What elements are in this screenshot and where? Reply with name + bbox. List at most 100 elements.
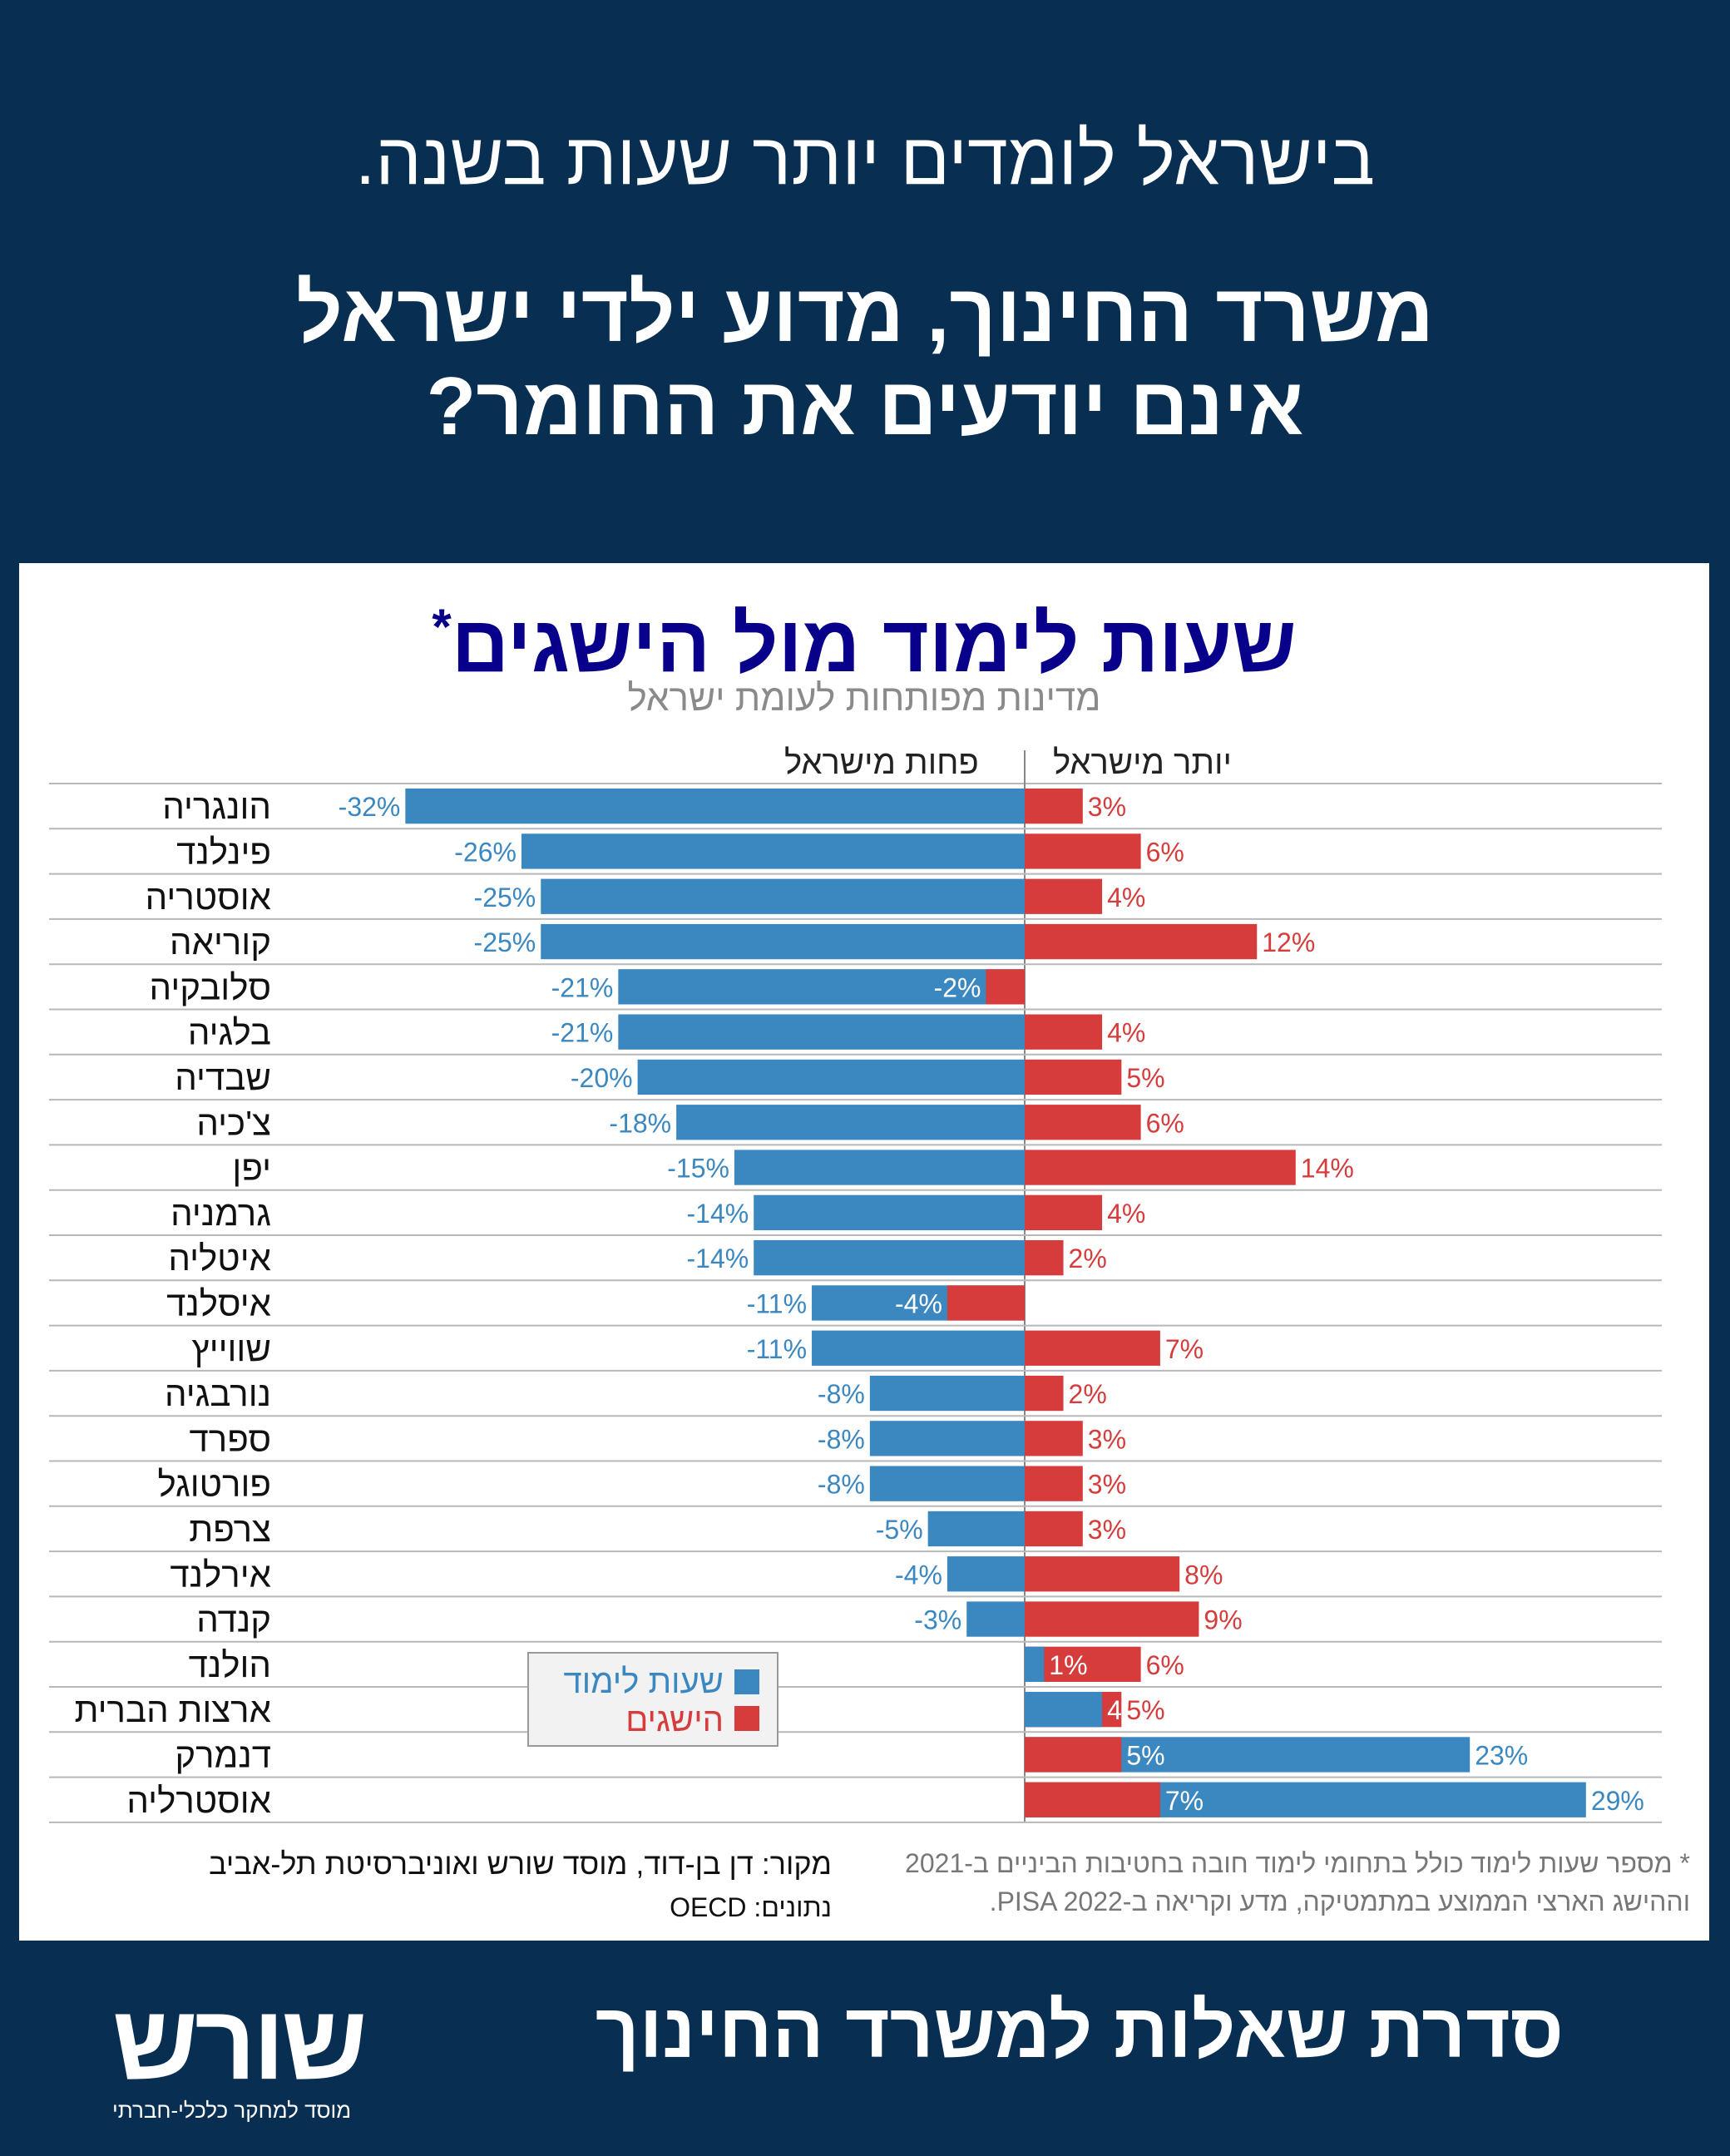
study-bar xyxy=(869,1466,1025,1501)
bar-chart: הונגריה -32% 3% פינלנד -26% 6% אוסטריה -25% 4% קו… xyxy=(49,750,1662,1823)
achievement-bar xyxy=(1025,1240,1064,1276)
achievement-bar xyxy=(1025,1150,1296,1185)
footnote: * מספר שעות לימוד כולל בתחומי לימוד חובה… xyxy=(842,1844,1690,1921)
country-label: שווייץ xyxy=(192,1329,271,1368)
achievement-bar xyxy=(1025,1014,1103,1050)
legend-label-achievement: הישגים xyxy=(625,1702,724,1738)
achievement-value-label: 12% xyxy=(1262,927,1315,957)
study-value-label: -14% xyxy=(687,1199,749,1229)
country-label: איטליה xyxy=(168,1239,271,1278)
achievement-value-label: 4% xyxy=(1107,883,1145,912)
country-label: קנדה xyxy=(196,1600,271,1639)
study-bar xyxy=(754,1240,1025,1276)
achievement-bar xyxy=(1025,878,1103,914)
study-value-label: -21% xyxy=(551,1018,614,1048)
header-question-line-1: משרד החינוך, מדוע ילדי ישראל xyxy=(296,267,1434,359)
achievement-bar xyxy=(1025,1105,1141,1140)
country-label: אוסטריה xyxy=(146,878,271,917)
achievement-bar xyxy=(1025,1375,1064,1412)
study-bar xyxy=(1025,1646,1045,1682)
country-label: סלובקיה xyxy=(150,967,271,1006)
footnote-line-1: * מספר שעות לימוד כולל בתחומי לימוד חובה… xyxy=(905,1848,1690,1878)
achievement-bar xyxy=(1025,1556,1180,1592)
achievement-value-label: 3% xyxy=(1088,1424,1126,1454)
achievement-value-label: 6% xyxy=(1146,1108,1184,1138)
country-label: צ'כיה xyxy=(196,1103,271,1142)
study-value-label: 4% xyxy=(1107,1695,1145,1725)
shoresh-logo: שורש xyxy=(112,1983,367,2102)
study-value-label: -11% xyxy=(747,1334,807,1364)
legend-label-study: שעות לימוד xyxy=(564,1664,724,1700)
study-bar xyxy=(812,1330,1025,1366)
country-label: אירלנד xyxy=(170,1555,271,1594)
achievement-bar xyxy=(1025,833,1141,869)
study-value-label: -14% xyxy=(687,1244,749,1273)
achievement-value-label: 3% xyxy=(1088,1515,1126,1545)
study-value-label: -21% xyxy=(551,972,614,1002)
achievement-value-label: -2% xyxy=(934,972,981,1002)
achievement-value-label: 7% xyxy=(1165,1334,1204,1364)
study-value-label: -8% xyxy=(818,1470,865,1500)
study-bar xyxy=(754,1194,1025,1230)
study-bar xyxy=(405,789,1025,824)
country-label: קוריאה xyxy=(170,922,271,962)
country-label: שבדיה xyxy=(175,1058,271,1097)
study-value-label: -32% xyxy=(339,792,401,822)
study-value-label: -18% xyxy=(609,1108,671,1138)
study-value-label: -8% xyxy=(818,1424,865,1454)
legend-swatch-study xyxy=(734,1669,759,1694)
legend-swatch-achievement xyxy=(734,1706,759,1731)
achievement-bar xyxy=(1025,923,1258,960)
country-label: איסלנד xyxy=(166,1283,271,1323)
chart-subtitle: מדינות מפותחות לעומת ישראל xyxy=(627,678,1101,719)
study-value-label: -11% xyxy=(747,1288,807,1318)
achievement-value-label: 4% xyxy=(1107,1199,1145,1229)
achievement-value-label: 5% xyxy=(1126,1740,1164,1770)
study-value-label: -4% xyxy=(895,1560,942,1590)
achievement-bar xyxy=(1025,1782,1160,1817)
achievement-value-label: 2% xyxy=(1069,1379,1107,1409)
chart-title-mark: * xyxy=(432,599,452,655)
study-value-label: -15% xyxy=(667,1154,729,1184)
country-label: הונגריה xyxy=(162,787,271,826)
study-bar xyxy=(869,1375,1025,1412)
achievement-value-label: 7% xyxy=(1165,1786,1204,1816)
country-label: יפן xyxy=(232,1149,271,1188)
source-line-2: נתונים: OECD xyxy=(670,1892,832,1922)
achievement-value-label: 9% xyxy=(1204,1605,1242,1635)
achievement-bar xyxy=(1025,1059,1122,1095)
country-label: אוסטרליה xyxy=(126,1781,271,1820)
achievement-value-label: 3% xyxy=(1088,1470,1126,1500)
achievement-value-label: 6% xyxy=(1146,837,1184,867)
study-value-label: 29% xyxy=(1591,1786,1644,1816)
achievement-bar xyxy=(1025,789,1083,824)
study-bar xyxy=(947,1556,1025,1592)
achievement-bar xyxy=(986,969,1025,1005)
source: מקור: דן בן-דוד, מוסד שורש ואוניברסיטת ת… xyxy=(33,1842,832,1929)
side-label-less: פחות מישראל xyxy=(784,744,979,781)
shoresh-logo-subtitle: מוסד למחקר כלכלי-חברתי xyxy=(112,2098,352,2123)
study-bar xyxy=(1025,1692,1103,1728)
chart-panel: שעות לימוד מול הישגים* מדינות מפותחות לע… xyxy=(19,563,1709,1941)
country-label: ארצות הברית xyxy=(74,1690,271,1729)
study-bar xyxy=(676,1105,1025,1140)
achievement-value-label: 3% xyxy=(1088,792,1126,822)
study-value-label: -3% xyxy=(914,1605,961,1635)
study-bar xyxy=(869,1421,1025,1456)
achievement-value-label: 6% xyxy=(1146,1650,1184,1680)
country-label: צרפת xyxy=(189,1510,271,1549)
header-line-1: בישראל לומדים יותר שעות בשנה. xyxy=(354,117,1376,200)
header-question: משרד החינוך, מדוע ילדי ישראל אינם יודעים… xyxy=(0,266,1730,452)
achievement-value-label: 5% xyxy=(1126,1695,1164,1725)
study-value-label: -25% xyxy=(474,883,536,912)
achievement-bar xyxy=(1025,1330,1160,1366)
footnote-line-2: וההישג הארצי הממוצע במתמטיקה, מדע וקריאה… xyxy=(989,1886,1690,1916)
study-value-label: 1% xyxy=(1049,1650,1087,1680)
achievement-bar xyxy=(947,1285,1025,1321)
study-bar xyxy=(618,969,1025,1005)
study-bar xyxy=(637,1059,1025,1095)
achievement-bar xyxy=(1025,1737,1122,1773)
study-bar xyxy=(618,1014,1025,1050)
country-label: גרמניה xyxy=(171,1194,271,1233)
achievement-bar xyxy=(1025,1601,1199,1637)
